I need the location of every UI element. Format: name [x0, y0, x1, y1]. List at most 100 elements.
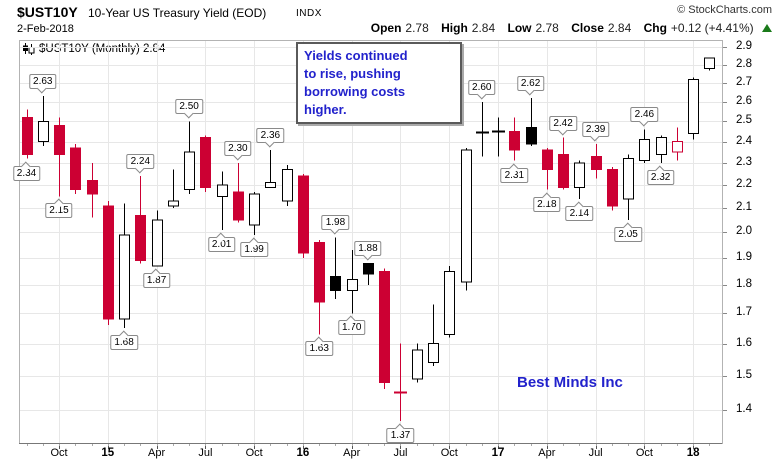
x-axis-label: 18 — [686, 447, 700, 459]
candle-body — [38, 120, 49, 143]
candle-crossbar — [492, 130, 505, 133]
y-axis-label: 1.5 — [736, 368, 752, 381]
candle-body — [688, 78, 699, 134]
price-label: 1.98 — [321, 215, 350, 235]
price-label: 1.63 — [305, 336, 333, 357]
x-axis-label: Jul — [198, 447, 213, 459]
candle-body — [558, 153, 569, 188]
high-label: High — [441, 21, 468, 35]
candle-body — [168, 200, 179, 207]
candle-body — [542, 149, 553, 170]
candle-body — [70, 147, 81, 191]
ohlc-readout: Open 2.78 High 2.84 Low 2.78 Close 2.84 Chg +… — [371, 21, 772, 35]
price-label: 1.37 — [386, 423, 415, 443]
x-axis-label: 15 — [101, 447, 115, 459]
y-axis-label: 2.4 — [736, 134, 752, 147]
y-axis-label: 2.0 — [736, 225, 752, 238]
price-label: 2.36 — [256, 128, 285, 148]
y-axis-label: 2.2 — [736, 178, 752, 190]
candle-crossbar — [476, 131, 489, 134]
x-axis-label: Apr — [343, 447, 361, 459]
exchange-label: INDX — [296, 8, 322, 19]
security-name: 10-Year US Treasury Yield (EOD) — [88, 6, 267, 20]
candle-body — [591, 155, 602, 170]
candle-body — [347, 278, 358, 291]
candle-body — [249, 193, 260, 226]
candle-body — [639, 139, 650, 162]
candle-body — [330, 276, 341, 291]
chart-legend: $UST10Y (Monthly) 2.84 — [22, 43, 165, 55]
annotation-line: borrowing costs — [304, 84, 406, 99]
price-label: 2.32 — [646, 165, 675, 185]
up-arrow-icon — [762, 24, 772, 32]
candle-body — [363, 262, 374, 275]
chg-label: Chg — [643, 21, 667, 35]
y-axis-label: 2.9 — [736, 40, 752, 53]
candle-body — [412, 349, 423, 380]
price-label: 2.50 — [175, 99, 203, 119]
y-axis-label: 2.3 — [736, 155, 752, 168]
y-axis-label: 1.6 — [736, 336, 752, 349]
price-label: 2.62 — [516, 76, 545, 96]
price-label: 2.60 — [468, 79, 496, 100]
price-label: 2.30 — [224, 140, 252, 161]
x-axis-label: Oct — [245, 447, 263, 459]
candle-body — [428, 343, 439, 364]
price-label: 1.68 — [110, 330, 138, 351]
candle-body — [379, 270, 390, 383]
annotation-line: to rise, pushing — [304, 66, 401, 81]
candle-body — [87, 180, 98, 195]
candle-body — [152, 219, 163, 267]
candle-body — [607, 168, 618, 207]
candle-body — [217, 184, 228, 197]
price-label: 1.87 — [142, 268, 171, 288]
x-axis-label: Oct — [50, 447, 68, 459]
candle-body — [135, 214, 146, 262]
price-label: 2.15 — [45, 198, 73, 219]
y-axis-label: 2.1 — [736, 201, 752, 214]
candle-body — [444, 270, 455, 335]
price-label: 2.14 — [565, 201, 594, 221]
quote-date: 2-Feb-2018 — [17, 23, 74, 35]
legend-text: $UST10Y (Monthly) 2.84 — [39, 43, 166, 55]
candle-body — [656, 137, 667, 155]
candle-body — [461, 149, 472, 283]
price-label: 2.18 — [533, 192, 561, 212]
annotation-line: higher. — [304, 102, 347, 117]
x-axis-label: Jul — [588, 447, 603, 459]
candle-body — [184, 151, 195, 191]
candle-body — [22, 116, 33, 155]
high-value: 2.84 — [471, 21, 496, 35]
price-label: 2.01 — [207, 232, 236, 252]
y-axis-label: 2.7 — [736, 76, 752, 89]
low-label: Low — [507, 21, 532, 35]
candle-body — [298, 175, 309, 254]
candle-body — [103, 205, 114, 320]
price-label: 2.39 — [581, 121, 610, 142]
x-axis-label: Jul — [393, 447, 408, 459]
ticker-symbol: $UST10Y — [17, 4, 78, 20]
close-label: Close — [571, 21, 604, 35]
candle-body — [623, 158, 634, 200]
x-axis-label: Apr — [538, 447, 556, 459]
y-axis-label: 1.8 — [736, 277, 752, 290]
y-axis-label: 1.7 — [736, 306, 752, 319]
candle-body — [119, 234, 130, 320]
x-axis-label: Oct — [635, 447, 653, 459]
x-axis-label: 17 — [491, 447, 505, 459]
candle-body — [265, 182, 276, 188]
price-label: 2.46 — [630, 107, 659, 127]
annotation-box: Yields continued to rise, pushing borrow… — [296, 42, 462, 124]
candle-body — [314, 242, 325, 303]
price-label: 2.24 — [126, 154, 155, 174]
candle-crossbar — [394, 391, 407, 394]
chg-value: +0.12 (+4.41%) — [670, 21, 754, 35]
x-axis-label: Apr — [148, 447, 166, 459]
y-axis-label: 2.6 — [736, 94, 752, 107]
price-label: 1.99 — [240, 237, 268, 257]
y-axis-label: 1.9 — [736, 250, 752, 263]
open-value: 2.78 — [405, 21, 429, 35]
